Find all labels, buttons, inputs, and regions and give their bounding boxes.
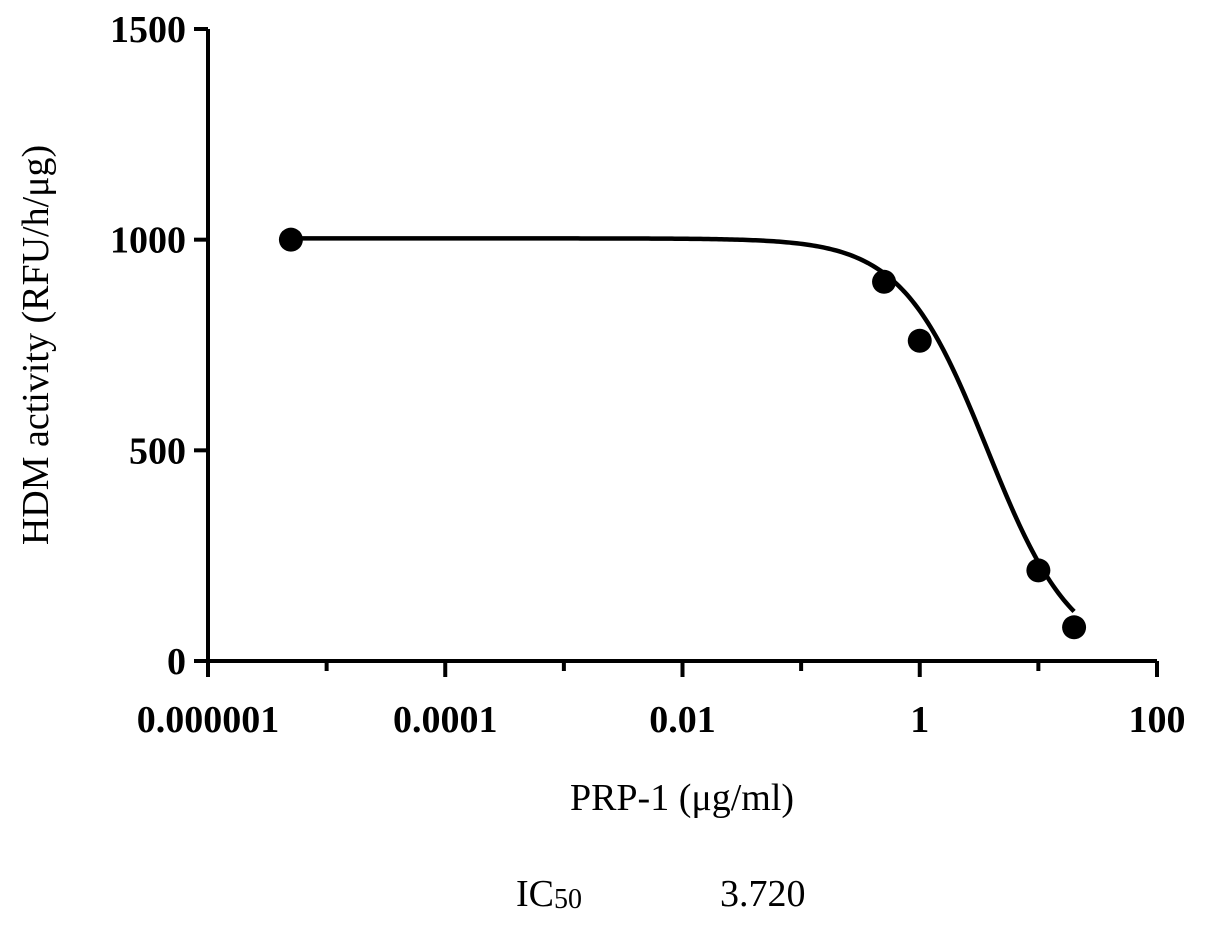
x-ticks: 0.000001 0.0001 0.01 1 100 [137, 661, 1186, 741]
x-tick-label: 0.01 [649, 699, 716, 741]
x-tick-label: 0.0001 [393, 699, 498, 741]
data-point [872, 269, 897, 294]
x-tick-label: 0.000001 [137, 699, 280, 741]
ic50-label-subscript: 50 [554, 884, 582, 915]
ic50-annotation: IC50 3.720 [516, 873, 806, 915]
ic50-label: IC50 [516, 873, 582, 915]
y-tick-label: 0 [167, 641, 186, 683]
y-tick-label: 500 [129, 430, 186, 472]
axes: 0 500 1000 1500 0.000001 0.0001 0.01 1 100 [110, 9, 1186, 741]
x-tick-label: 1 [910, 699, 929, 741]
data-point [907, 328, 932, 353]
fit-curve [290, 236, 1076, 613]
data-points [278, 227, 1087, 640]
y-ticks: 0 500 1000 1500 [110, 9, 208, 683]
data-point [278, 227, 303, 252]
ic50-label-main: IC [516, 873, 554, 915]
ic50-value: 3.720 [720, 873, 806, 915]
y-tick-label: 1500 [110, 9, 186, 51]
x-tick-label: 100 [1129, 699, 1186, 741]
x-axis-label: PRP-1 (μg/ml) [570, 777, 794, 819]
data-point [1062, 615, 1087, 640]
y-axis-label: HDM activity (RFU/h/μg) [15, 145, 57, 545]
y-tick-label: 1000 [110, 220, 186, 262]
data-point [1026, 558, 1051, 583]
